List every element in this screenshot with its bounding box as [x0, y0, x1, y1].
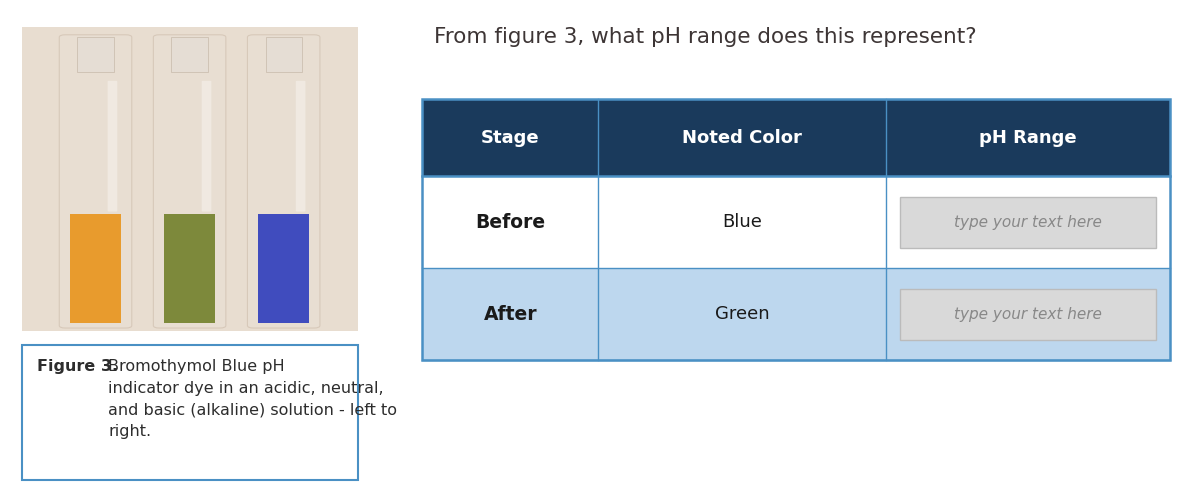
- FancyBboxPatch shape: [70, 214, 121, 323]
- FancyBboxPatch shape: [108, 81, 118, 212]
- FancyBboxPatch shape: [154, 35, 226, 328]
- Text: Before: Before: [475, 213, 545, 232]
- Bar: [422, 268, 1170, 360]
- Text: Stage: Stage: [481, 129, 540, 147]
- Text: Figure 3.: Figure 3.: [37, 359, 119, 374]
- FancyBboxPatch shape: [164, 214, 215, 323]
- FancyBboxPatch shape: [59, 35, 132, 328]
- Text: Green: Green: [715, 305, 769, 324]
- FancyBboxPatch shape: [202, 81, 211, 212]
- FancyBboxPatch shape: [247, 35, 320, 328]
- Text: Noted Color: Noted Color: [682, 129, 802, 147]
- FancyBboxPatch shape: [295, 81, 306, 212]
- Text: Bromothymol Blue pH
indicator dye in an acidic, neutral,
and basic (alkaline) so: Bromothymol Blue pH indicator dye in an …: [108, 359, 397, 439]
- Bar: [422, 99, 1170, 176]
- FancyBboxPatch shape: [172, 37, 208, 72]
- Text: type your text here: type your text here: [954, 215, 1102, 230]
- Text: From figure 3, what pH range does this represent?: From figure 3, what pH range does this r…: [434, 27, 977, 47]
- FancyBboxPatch shape: [265, 37, 302, 72]
- FancyBboxPatch shape: [258, 214, 310, 323]
- Bar: [422, 176, 1170, 268]
- Bar: [22, 27, 358, 331]
- Bar: [422, 99, 1170, 360]
- FancyBboxPatch shape: [77, 37, 114, 72]
- Text: pH Range: pH Range: [979, 129, 1076, 147]
- Bar: [900, 289, 1156, 340]
- Text: After: After: [484, 305, 538, 324]
- Bar: [900, 197, 1156, 248]
- Text: type your text here: type your text here: [954, 307, 1102, 322]
- Text: Blue: Blue: [722, 213, 762, 232]
- FancyBboxPatch shape: [22, 345, 358, 480]
